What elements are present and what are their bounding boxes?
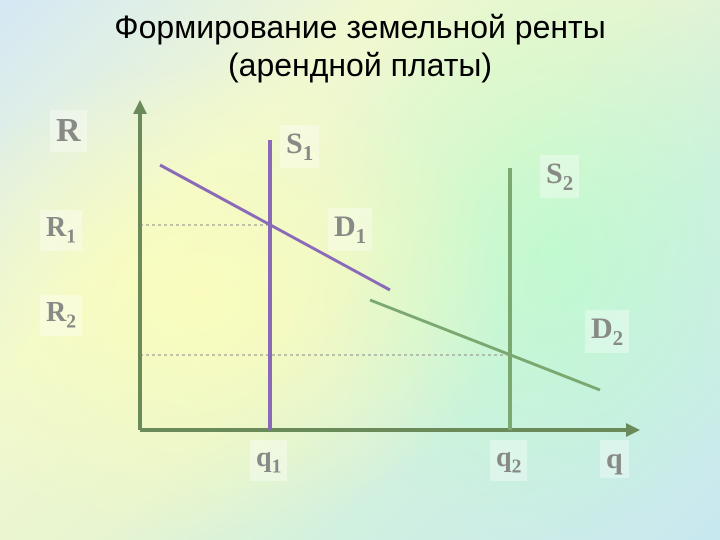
label-sub: 2 [613, 326, 624, 350]
chart-container: RR1R2S1S2D1D2q1q2q [60, 100, 660, 480]
label-text: D [591, 312, 613, 345]
label-S1: S1 [280, 125, 319, 168]
label-text: S [286, 127, 303, 160]
label-sub: 2 [66, 312, 76, 333]
label-text: q [606, 442, 623, 475]
label-text: q [256, 442, 272, 473]
label-text: R [46, 297, 66, 328]
label-D2: D2 [585, 310, 629, 353]
label-sub: 1 [66, 227, 76, 248]
label-text: R [56, 112, 81, 149]
label-D1: D1 [328, 208, 372, 251]
label-text: R [46, 212, 66, 243]
label-R: R [50, 110, 87, 152]
label-text: D [334, 210, 356, 243]
label-q: q [600, 440, 629, 478]
slide-title: Формирование земельной ренты (арендной п… [0, 8, 720, 85]
label-sub: 1 [303, 141, 314, 165]
axis-arrow [133, 100, 147, 114]
label-sub: 2 [563, 171, 574, 195]
line-D2 [370, 300, 600, 390]
label-R2: R2 [40, 295, 82, 336]
axis-arrow [626, 423, 640, 437]
label-S2: S2 [540, 155, 579, 198]
label-text: q [496, 442, 512, 473]
label-sub: 2 [512, 457, 522, 478]
label-sub: 1 [356, 224, 367, 248]
label-sub: 1 [272, 457, 282, 478]
label-q2: q2 [490, 440, 527, 481]
title-line-2: (арендной платы) [228, 47, 492, 83]
label-text: S [546, 157, 563, 190]
label-q1: q1 [250, 440, 287, 481]
title-line-1: Формирование земельной ренты [114, 9, 605, 45]
label-R1: R1 [40, 210, 82, 251]
